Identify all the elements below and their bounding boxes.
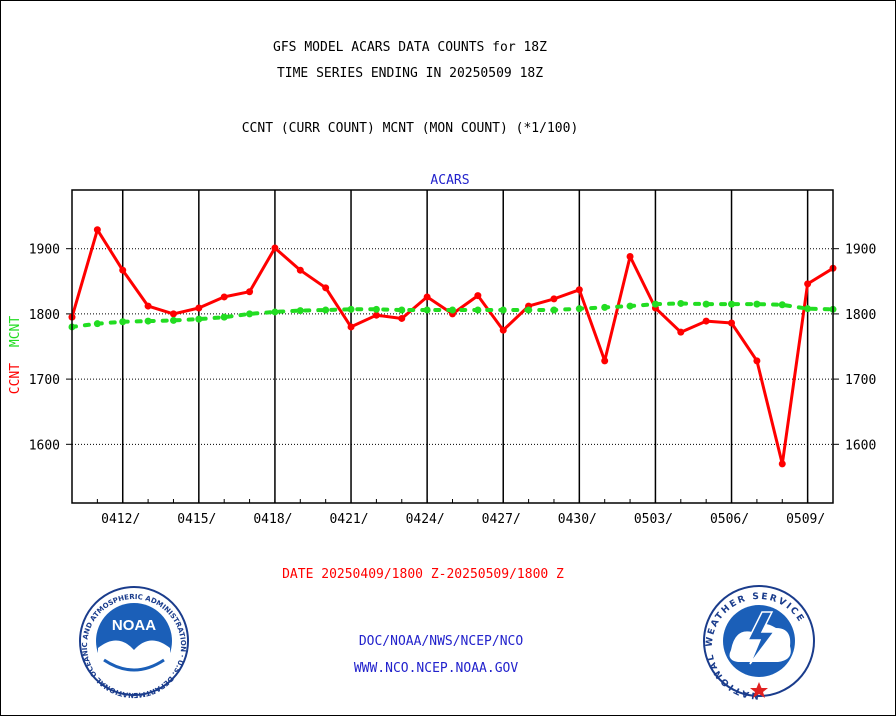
y-axis-label-mcnt: MCNT	[8, 316, 23, 347]
data-point-ccnt	[296, 266, 304, 274]
data-point-ccnt	[474, 292, 482, 300]
chart-title-line1: GFS MODEL ACARS DATA COUNTS for 18Z	[273, 40, 547, 55]
data-point-ccnt	[626, 253, 634, 261]
data-point-ccnt	[804, 280, 812, 288]
data-point-mcnt	[246, 310, 254, 318]
x-tick-label: 0427/	[482, 512, 521, 527]
data-point-mcnt	[271, 308, 279, 316]
grid-lines	[66, 190, 839, 503]
noaa-bird-icon	[98, 640, 170, 680]
data-point-ccnt	[144, 302, 152, 310]
y-tick-label-left: 1600	[29, 438, 60, 453]
data-point-mcnt	[626, 302, 634, 310]
org-link[interactable]: DOC/NOAA/NWS/NCEP/NCO	[359, 634, 524, 649]
data-point-ccnt	[728, 319, 736, 327]
data-point-mcnt	[195, 315, 203, 323]
data-point-mcnt	[575, 305, 583, 313]
panel-title: ACARS	[430, 173, 469, 188]
y-axis-label-ccnt: CCNT	[8, 363, 23, 394]
data-point-mcnt	[423, 306, 431, 314]
data-point-ccnt	[423, 293, 431, 301]
data-point-mcnt	[119, 318, 127, 326]
plot-frame	[71, 189, 834, 504]
data-point-ccnt	[601, 357, 609, 365]
y-tick-labels: 1600 1600 1700 1700 1800 1800 1900 1900	[29, 243, 877, 454]
data-point-mcnt	[474, 306, 482, 314]
y-tick-label-right: 1800	[845, 308, 876, 323]
data-point-ccnt	[677, 328, 685, 336]
data-point-mcnt	[702, 300, 710, 308]
data-point-ccnt	[372, 311, 380, 319]
data-point-mcnt	[449, 306, 456, 314]
nws-lightning-icon	[746, 611, 776, 665]
data-point-mcnt	[525, 306, 533, 314]
x-tick-label: 0424/	[406, 512, 445, 527]
data-point-ccnt	[778, 460, 786, 468]
data-point-ccnt	[550, 295, 558, 303]
x-tick-label: 0430/	[558, 512, 597, 527]
y-tick-label-right: 1900	[845, 243, 876, 258]
data-point-mcnt	[322, 306, 330, 314]
data-point-ccnt	[753, 357, 761, 365]
data-point-mcnt	[296, 307, 304, 315]
data-point-ccnt	[398, 314, 406, 322]
data-point-mcnt	[144, 317, 152, 325]
x-tick-label: 0421/	[329, 512, 368, 527]
data-point-mcnt	[550, 306, 558, 314]
data-point-mcnt	[93, 320, 101, 328]
noaa-wave-icon	[103, 658, 165, 672]
data-point-ccnt	[169, 310, 177, 318]
data-point-ccnt	[347, 323, 355, 331]
y-tick-label-left: 1800	[29, 308, 60, 323]
x-tick-labels: 0412/0415/0418/0421/0424/0427/0430/0503/…	[101, 512, 825, 527]
series-layer	[68, 226, 837, 468]
data-point-ccnt	[93, 226, 101, 234]
data-point-ccnt	[220, 293, 228, 301]
data-point-mcnt	[804, 305, 812, 313]
chart-title-line2: TIME SERIES ENDING IN 20250509 18Z	[277, 66, 543, 81]
y-tick-label-right: 1700	[845, 373, 876, 388]
website-link[interactable]: WWW.NCO.NCEP.NOAA.GOV	[354, 661, 519, 676]
data-point-mcnt	[601, 303, 609, 311]
data-point-mcnt	[728, 300, 736, 308]
y-axis-label: CCNT MCNT	[8, 316, 23, 395]
x-tick-label: 0415/	[177, 512, 216, 527]
data-point-ccnt	[119, 266, 127, 274]
x-tick-label: 0418/	[253, 512, 292, 527]
data-point-ccnt	[702, 317, 710, 325]
x-tick-label: 0506/	[710, 512, 749, 527]
data-point-mcnt	[499, 306, 507, 314]
data-point-mcnt	[778, 301, 786, 309]
y-tick-label-left: 1700	[29, 373, 60, 388]
data-point-mcnt	[651, 300, 659, 308]
x-tick-label: 0412/	[101, 512, 140, 527]
data-point-ccnt	[246, 288, 254, 296]
data-point-ccnt	[322, 284, 330, 292]
nws-logo: NATIONAL WEATHER SERVICE	[703, 585, 815, 700]
data-point-mcnt	[398, 306, 406, 314]
data-point-mcnt	[753, 300, 761, 308]
data-point-mcnt	[677, 299, 685, 307]
y-tick-label-left: 1900	[29, 243, 60, 258]
data-point-mcnt	[372, 305, 380, 313]
chart-subtitle: CCNT (CURR COUNT) MCNT (MON COUNT) (*1/1…	[242, 121, 579, 136]
data-point-ccnt	[271, 244, 279, 252]
x-tick-label: 0509/	[786, 512, 825, 527]
data-point-ccnt	[575, 286, 583, 294]
nws-star-icon	[750, 682, 768, 698]
y-tick-label-right: 1600	[845, 438, 876, 453]
svg-text:CCNT MCNT: CCNT MCNT	[8, 316, 23, 395]
data-point-mcnt	[220, 313, 228, 321]
noaa-logo-text: NOAA	[112, 617, 156, 634]
x-tick-label: 0503/	[634, 512, 673, 527]
date-range-label: DATE 20250409/1800 Z-20250509/1800 Z	[282, 567, 564, 582]
data-point-ccnt	[499, 326, 507, 334]
data-point-ccnt	[195, 304, 203, 312]
data-point-mcnt	[169, 316, 177, 324]
data-point-mcnt	[347, 305, 355, 313]
